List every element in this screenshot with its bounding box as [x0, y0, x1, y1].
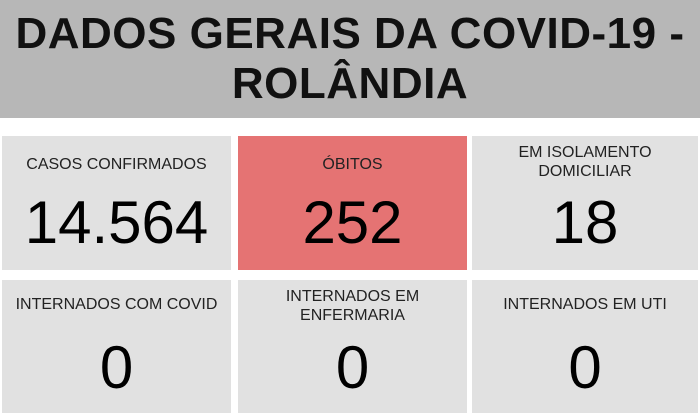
card-label: INTERNADOS EM ENFERMARIA: [285, 288, 420, 324]
card-value: 14.564: [24, 189, 209, 256]
card-label: INTERNADOS COM COVID: [15, 296, 218, 313]
card-label: ÓBITOS: [322, 156, 383, 173]
page-header: DADOS GERAIS DA COVID-19 - ROLÂNDIA: [0, 0, 700, 118]
card-casos-confirmados: CASOS CONFIRMADOS 14.564: [2, 136, 231, 270]
card-internados-covid: INTERNADOS COM COVID 0: [2, 280, 231, 413]
page-title: DADOS GERAIS DA COVID-19 - ROLÂNDIA: [15, 9, 685, 108]
card-obitos: ÓBITOS 252: [238, 136, 467, 270]
card-isolamento-domiciliar: EM ISOLAMENTO DOMICILIAR 18: [472, 136, 698, 270]
card-value: 0: [99, 334, 134, 401]
card-label: INTERNADOS EM UTI: [503, 296, 667, 313]
card-internados-enfermaria: INTERNADOS EM ENFERMARIA 0: [238, 280, 467, 413]
card-value: 252: [302, 189, 403, 256]
card-value: 0: [335, 334, 370, 401]
card-label: EM ISOLAMENTO DOMICILIAR: [518, 144, 652, 180]
card-internados-uti: INTERNADOS EM UTI 0: [472, 280, 698, 413]
card-value: 0: [568, 334, 602, 401]
card-value: 18: [551, 189, 619, 256]
card-label: CASOS CONFIRMADOS: [26, 156, 207, 173]
